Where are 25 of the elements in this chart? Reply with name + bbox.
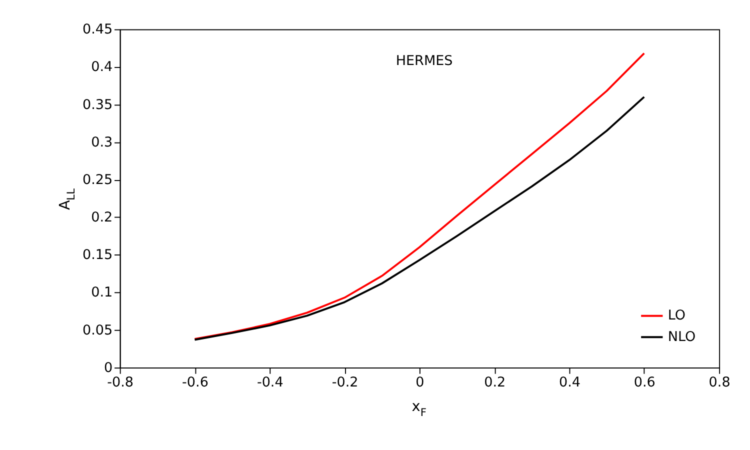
y-tick-label: 0.15 — [82, 247, 113, 264]
x-tick-label: 0.2 — [484, 374, 506, 390]
x-tick-label: 0 — [416, 374, 424, 390]
y-tick-label: 0.25 — [82, 172, 113, 188]
x-tick-label: -0.2 — [332, 374, 358, 390]
y-tick-label: 0.05 — [82, 322, 113, 338]
legend-label: LO — [668, 308, 686, 324]
y-tick-label: 0.3 — [91, 134, 113, 150]
line-series — [194, 96, 646, 341]
legend-label: NLO — [668, 328, 696, 345]
x-tick-label: 0.6 — [634, 374, 656, 390]
y-tick-label: 0 — [104, 360, 113, 376]
y-tick-label: 0.1 — [91, 284, 113, 301]
y-axis-title: ALL — [58, 188, 78, 210]
x-tick-label: -0.8 — [107, 374, 134, 390]
annotation: HERMES — [396, 53, 453, 70]
x-tick-label: -0.6 — [182, 374, 208, 390]
line-series — [194, 52, 646, 340]
y-tick-label: 0.35 — [82, 96, 113, 113]
x-tick-label: -0.4 — [256, 374, 284, 390]
x-tick-label: 0.8 — [708, 374, 730, 390]
y-tick-label: 0.2 — [91, 210, 113, 226]
x-tick-label: 0.4 — [559, 374, 580, 390]
y-tick-label: 0.4 — [91, 59, 113, 76]
y-tick-label: 0.45 — [82, 22, 113, 38]
